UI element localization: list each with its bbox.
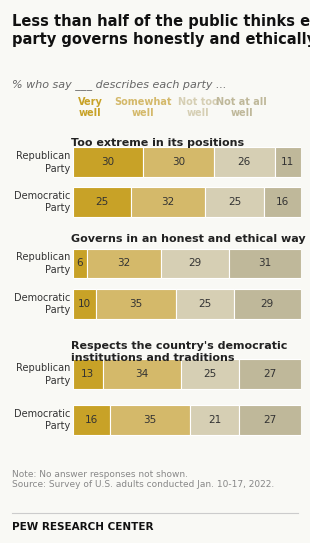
Text: Less than half of the public thinks either
party governs honestly and ethically: Less than half of the public thinks eith… bbox=[12, 14, 310, 47]
FancyBboxPatch shape bbox=[73, 148, 143, 177]
Text: 21: 21 bbox=[208, 415, 221, 425]
FancyBboxPatch shape bbox=[181, 359, 239, 389]
Text: 13: 13 bbox=[81, 369, 95, 380]
Text: 32: 32 bbox=[162, 197, 175, 207]
Text: Republican
Party: Republican Party bbox=[16, 363, 71, 386]
Text: Democratic
Party: Democratic Party bbox=[14, 191, 71, 213]
FancyBboxPatch shape bbox=[87, 249, 161, 279]
Text: 35: 35 bbox=[143, 415, 157, 425]
Text: Governs in an honest and ethical way: Governs in an honest and ethical way bbox=[71, 233, 305, 244]
FancyBboxPatch shape bbox=[73, 289, 96, 319]
Text: Democratic
Party: Democratic Party bbox=[14, 408, 71, 431]
FancyBboxPatch shape bbox=[73, 405, 110, 434]
FancyBboxPatch shape bbox=[275, 148, 301, 177]
Text: Democratic
Party: Democratic Party bbox=[14, 293, 71, 315]
Text: 32: 32 bbox=[117, 258, 131, 268]
Text: % who say ___ describes each party ...: % who say ___ describes each party ... bbox=[12, 79, 227, 90]
FancyBboxPatch shape bbox=[229, 249, 301, 279]
Text: 16: 16 bbox=[85, 415, 98, 425]
Text: 29: 29 bbox=[261, 299, 274, 309]
FancyBboxPatch shape bbox=[234, 289, 301, 319]
Text: 27: 27 bbox=[263, 415, 276, 425]
Text: 10: 10 bbox=[78, 299, 91, 309]
Text: Note: No answer responses not shown.
Source: Survey of U.S. adults conducted Jan: Note: No answer responses not shown. Sou… bbox=[12, 470, 275, 489]
FancyBboxPatch shape bbox=[239, 359, 301, 389]
Text: Not too
well: Not too well bbox=[178, 97, 219, 118]
FancyBboxPatch shape bbox=[264, 187, 301, 217]
Text: 31: 31 bbox=[258, 258, 271, 268]
Text: 25: 25 bbox=[95, 197, 108, 207]
Text: 34: 34 bbox=[135, 369, 148, 380]
Text: Respects the country's democratic
institutions and traditions: Respects the country's democratic instit… bbox=[71, 341, 287, 363]
Text: 29: 29 bbox=[188, 258, 202, 268]
Text: 16: 16 bbox=[276, 197, 289, 207]
Text: 25: 25 bbox=[228, 197, 241, 207]
FancyBboxPatch shape bbox=[214, 148, 275, 177]
Text: 25: 25 bbox=[199, 299, 212, 309]
FancyBboxPatch shape bbox=[110, 405, 190, 434]
FancyBboxPatch shape bbox=[190, 405, 239, 434]
Text: Somewhat
well: Somewhat well bbox=[114, 97, 171, 118]
Text: 25: 25 bbox=[203, 369, 216, 380]
FancyBboxPatch shape bbox=[103, 359, 181, 389]
Text: 27: 27 bbox=[263, 369, 276, 380]
FancyBboxPatch shape bbox=[143, 148, 214, 177]
Text: Not at all
well: Not at all well bbox=[216, 97, 267, 118]
FancyBboxPatch shape bbox=[161, 249, 229, 279]
FancyBboxPatch shape bbox=[239, 405, 301, 434]
Text: Very
well: Very well bbox=[78, 97, 102, 118]
Text: Republican
Party: Republican Party bbox=[16, 151, 71, 174]
Text: Too extreme in its positions: Too extreme in its positions bbox=[71, 137, 244, 148]
FancyBboxPatch shape bbox=[73, 187, 131, 217]
FancyBboxPatch shape bbox=[73, 359, 103, 389]
FancyBboxPatch shape bbox=[176, 289, 234, 319]
Text: 11: 11 bbox=[281, 157, 294, 167]
Text: 30: 30 bbox=[101, 157, 115, 167]
Text: Republican
Party: Republican Party bbox=[16, 252, 71, 275]
Text: 30: 30 bbox=[172, 157, 185, 167]
FancyBboxPatch shape bbox=[131, 187, 206, 217]
Text: 6: 6 bbox=[77, 258, 83, 268]
Text: 26: 26 bbox=[238, 157, 251, 167]
FancyBboxPatch shape bbox=[96, 289, 176, 319]
FancyBboxPatch shape bbox=[73, 249, 87, 279]
FancyBboxPatch shape bbox=[206, 187, 264, 217]
Text: PEW RESEARCH CENTER: PEW RESEARCH CENTER bbox=[12, 522, 154, 532]
Text: 35: 35 bbox=[130, 299, 143, 309]
